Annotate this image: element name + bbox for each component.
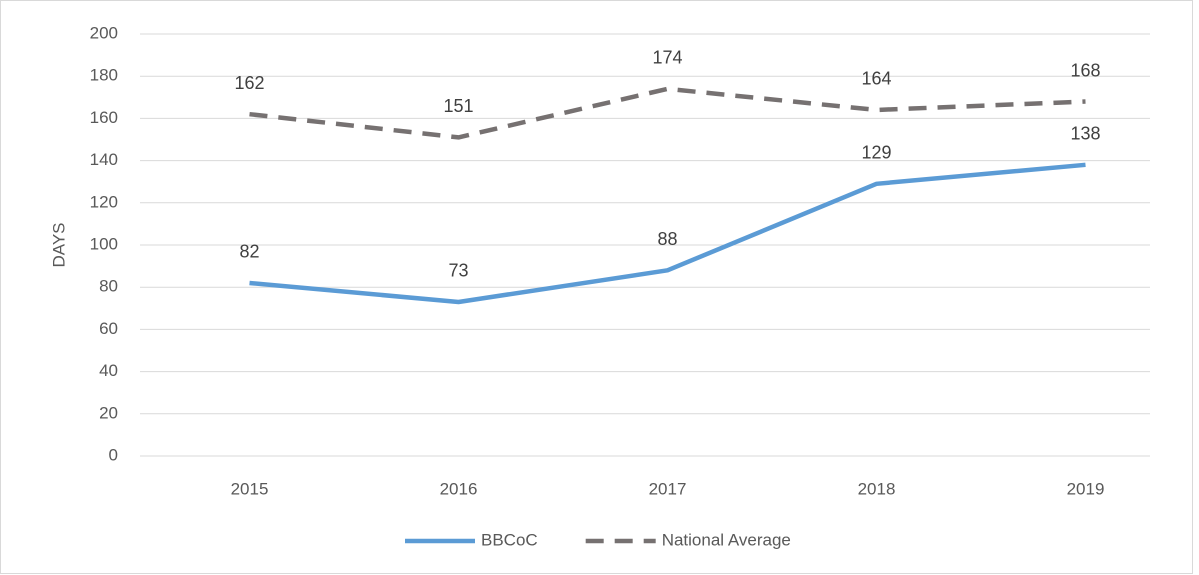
y-axis-label: DAYS [49,222,68,267]
y-tick-label: 60 [99,319,118,338]
y-tick-label: 40 [99,361,118,380]
y-tick-label: 180 [90,66,118,85]
y-tick-label: 80 [99,277,118,296]
x-tick-label: 2017 [649,479,687,498]
x-tick-label: 2018 [858,479,896,498]
y-tick-label: 160 [90,108,118,127]
y-tick-label: 20 [99,403,118,422]
data-label: 151 [443,96,473,116]
y-tick-label: 0 [109,445,118,464]
series-line [249,86,1086,140]
y-tick-label: 200 [90,23,118,42]
series-line [249,162,1086,305]
y-tick-label: 140 [90,150,118,169]
data-label: 73 [448,261,468,281]
data-label: 138 [1070,124,1100,144]
data-label: 88 [657,229,677,249]
data-label: 168 [1070,60,1100,80]
x-tick-label: 2016 [440,479,478,498]
data-label: 174 [652,48,682,68]
x-tick-label: 2019 [1067,479,1105,498]
legend-label: National Average [662,530,791,549]
data-label: 162 [234,73,264,93]
y-tick-label: 100 [90,234,118,253]
legend-label: BBCoC [481,530,538,549]
data-label: 129 [861,143,891,163]
data-label: 82 [239,242,259,262]
data-label: 164 [861,69,891,89]
y-tick-label: 120 [90,192,118,211]
x-tick-label: 2015 [231,479,269,498]
